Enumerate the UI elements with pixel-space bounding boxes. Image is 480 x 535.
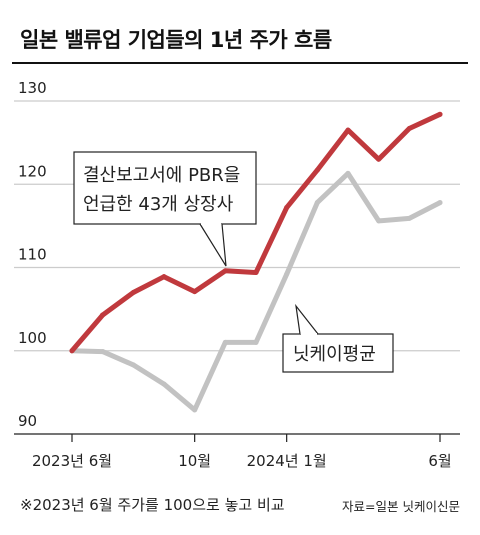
- data-point-nikkei: [376, 218, 382, 224]
- data-point-pbr: [437, 111, 443, 117]
- data-point-nikkei: [253, 339, 259, 345]
- data-point-pbr: [253, 269, 259, 275]
- x-tick-label: 6월: [428, 452, 451, 470]
- data-point-pbr: [100, 312, 106, 318]
- nikkei-callout: 닛케이평균: [282, 303, 394, 373]
- data-point-nikkei: [406, 215, 412, 221]
- pbr-callout-pointer: [199, 223, 227, 267]
- data-point-pbr: [192, 289, 198, 295]
- axis-layer: 90 100 110 120 130 2023년 6월 10월 2024년 1월 6월: [14, 79, 460, 470]
- y-tick-label: 90: [18, 412, 37, 430]
- data-point-pbr: [376, 156, 382, 162]
- data-point-nikkei: [161, 381, 167, 387]
- data-point-nikkei: [100, 349, 106, 355]
- data-point-pbr: [284, 205, 290, 211]
- x-tick-label: 2023년 6월: [32, 452, 112, 470]
- grid-layer: [14, 100, 460, 352]
- nikkei-callout-label: 닛케이평균: [293, 344, 376, 365]
- nikkei-callout-box: [282, 333, 394, 373]
- data-point-pbr: [314, 167, 320, 173]
- data-point-nikkei: [222, 339, 228, 345]
- pbr-callout-line2: 언급한 43개 상장사: [83, 194, 234, 215]
- data-point-pbr: [130, 289, 136, 295]
- pbr-callout-line1: 결산보고서에 PBR을: [83, 165, 240, 186]
- nikkei-callout-pointer: [295, 303, 319, 335]
- data-point-nikkei: [284, 271, 290, 277]
- pbr-callout-box: [73, 151, 257, 225]
- series-line-pbr: [69, 111, 443, 354]
- data-point-nikkei: [437, 200, 443, 206]
- pbr-callout: 결산보고서에 PBR을 언급한 43개 상장사: [73, 151, 257, 267]
- data-point-nikkei: [130, 362, 136, 368]
- y-tick-label: 110: [18, 246, 47, 264]
- data-point-nikkei: [314, 200, 320, 206]
- chart-title: 일본 밸류업 기업들의 1년 주가 흐름: [20, 28, 332, 52]
- data-point-nikkei: [192, 407, 198, 413]
- series-layer: [69, 111, 443, 413]
- data-point-pbr: [406, 125, 412, 131]
- source-credit: 자료=일본 닛케이신문: [342, 499, 460, 514]
- x-tick-label: 2024년 1월: [247, 452, 327, 470]
- data-point-pbr: [222, 268, 228, 274]
- footnote: ※2023년 6월 주가를 100으로 놓고 비교: [20, 496, 285, 514]
- data-point-nikkei: [345, 170, 351, 176]
- data-point-pbr: [345, 127, 351, 133]
- y-tick-label: 130: [18, 79, 47, 97]
- y-tick-label: 120: [18, 162, 47, 180]
- data-point-pbr: [69, 348, 75, 354]
- data-point-pbr: [161, 274, 167, 280]
- title-rule: [12, 62, 468, 64]
- y-tick-label: 100: [18, 329, 47, 347]
- x-tick-label: 10월: [178, 452, 211, 470]
